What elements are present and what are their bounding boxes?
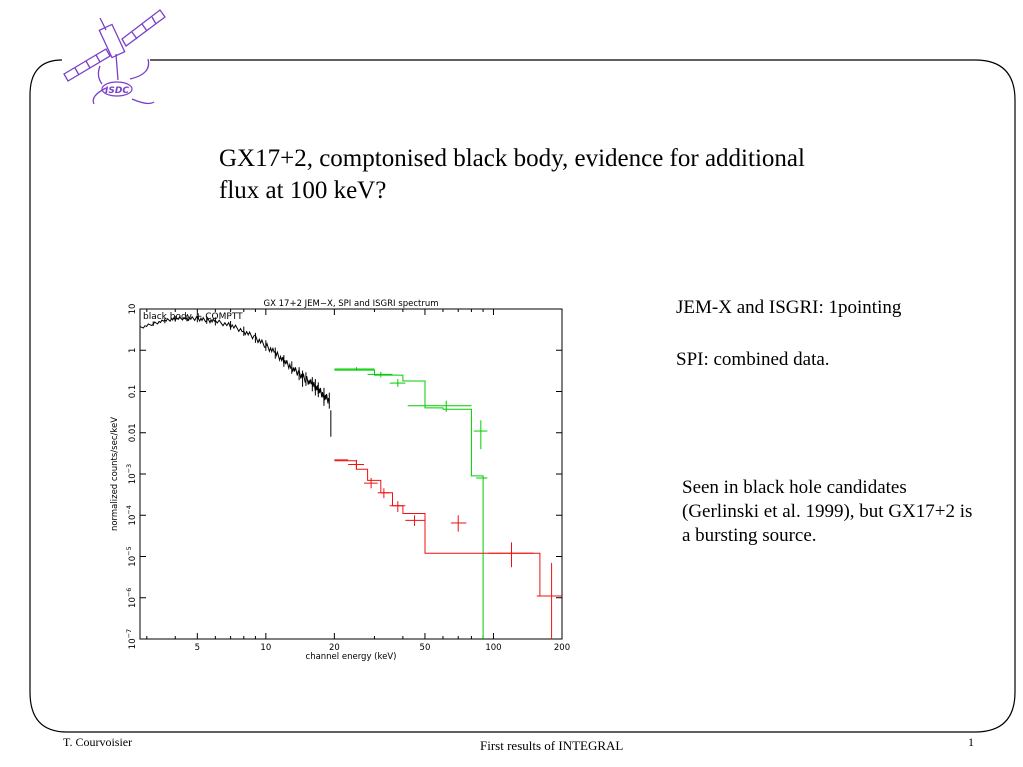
chart-annotation: black body + COMPTT: [143, 312, 243, 322]
y-axis-label: normalized counts/sec/keV: [110, 417, 120, 531]
spectrum-chart: GX 17+2 JEM−X, SPI and ISGRI spectrum bl…: [110, 299, 570, 662]
logo-label: ISDC: [105, 86, 129, 96]
series-step-2: [334, 460, 562, 597]
y-tick-label: 0.1: [128, 385, 138, 399]
series-step-1: [334, 369, 484, 639]
y-tick-label: 10−4: [125, 505, 138, 525]
series-line-0: [139, 315, 330, 404]
footer-title: First results of INTEGRAL: [480, 738, 624, 753]
x-tick-label: 200: [554, 643, 570, 653]
note-spi: SPI: combined data.: [676, 349, 830, 370]
x-tick-label: 10: [260, 643, 271, 653]
comment-text: Seen in black hole candidates (Gerlinski…: [682, 477, 973, 546]
footer-author: T. Courvoisier: [63, 735, 133, 749]
satellite-icon: ISDC: [63, 9, 166, 105]
y-tick-label: 10: [128, 304, 138, 315]
x-tick-label: 50: [420, 643, 431, 653]
y-tick-label: 10−5: [125, 546, 138, 566]
y-tick-label: 1: [128, 348, 138, 353]
chart-title: GX 17+2 JEM−X, SPI and ISGRI spectrum: [264, 299, 439, 309]
slide-title: GX17+2, comptonised black body, evidence…: [219, 145, 805, 204]
y-tick-label: 10−7: [125, 629, 138, 649]
y-tick-label: 10−6: [125, 588, 138, 608]
plot-frame: [139, 308, 563, 640]
x-axis-label: channel energy (keV): [306, 652, 397, 662]
y-tick-label: 10−3: [125, 464, 138, 484]
x-tick-label: 5: [195, 643, 200, 653]
note-jemx-isgri: JEM-X and ISGRI: 1pointing: [676, 297, 902, 318]
page-number: 1: [968, 735, 974, 749]
y-tick-label: 0.01: [128, 423, 138, 442]
x-tick-label: 100: [485, 643, 501, 653]
x-tick-label: 20: [329, 643, 340, 653]
